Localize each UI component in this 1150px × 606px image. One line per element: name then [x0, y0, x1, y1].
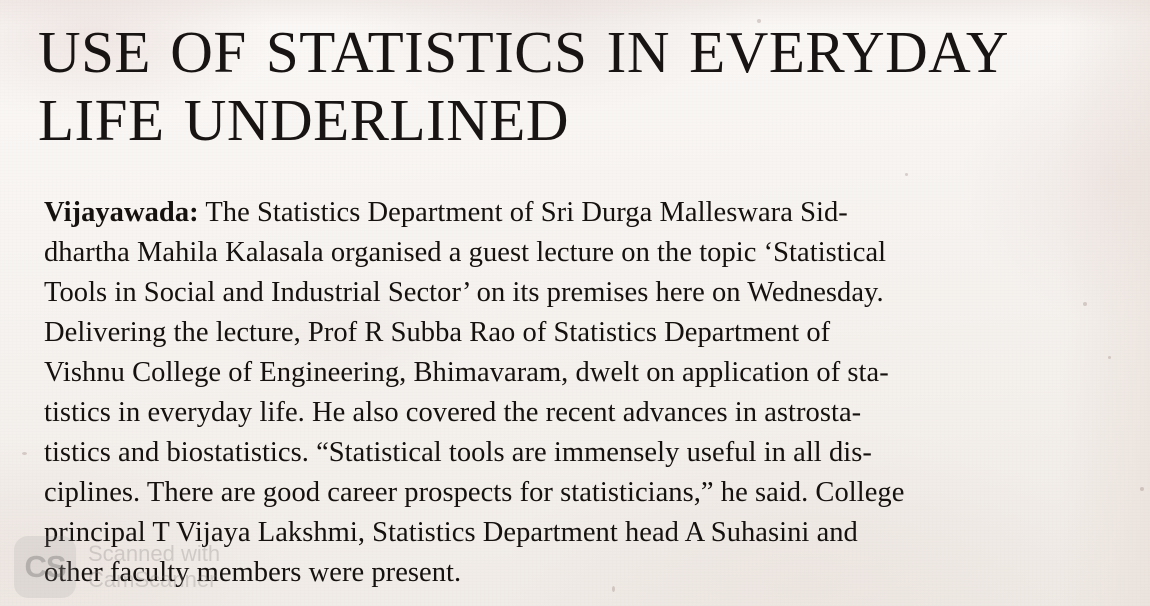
body-line-1: Vijayawada: The Statistics Department of…: [44, 193, 1110, 233]
article-dateline: Vijayawada:: [44, 197, 199, 228]
body-line-10: other faculty members were present.: [44, 557, 462, 588]
paper-speck: [22, 452, 27, 455]
body-line-5: Vishnu College of Engineering, Bhimavara…: [44, 357, 889, 388]
body-line-6: tistics in everyday life. He also covere…: [44, 397, 862, 428]
body-line-9: principal T Vijaya Lakshmi, Statistics D…: [44, 517, 858, 548]
paper-speck: [1140, 487, 1144, 491]
body-line-3: Tools in Social and Industrial Sector’ o…: [44, 277, 884, 308]
body-line-1-text: The Statistics Department of Sri Durga M…: [198, 197, 848, 228]
body-line-7: tistics and biostatistics. “Statistical …: [44, 437, 872, 468]
body-line-4: Delivering the lecture, Prof R Subba Rao…: [44, 317, 831, 348]
article-headline: USE OF STATISTICS IN EVERYDAY LIFE UNDER…: [38, 19, 1118, 153]
paper-speck: [905, 173, 908, 176]
headline-line-2: LIFE UNDERLINED: [38, 86, 569, 153]
headline-line-1: USE OF STATISTICS IN EVERYDAY: [38, 19, 1009, 85]
body-line-2: dhartha Mahila Kalasala organised a gues…: [44, 237, 887, 268]
article-body: Vijayawada: The Statistics Department of…: [44, 193, 1110, 593]
body-line-8: ciplines. There are good career prospect…: [44, 477, 905, 508]
